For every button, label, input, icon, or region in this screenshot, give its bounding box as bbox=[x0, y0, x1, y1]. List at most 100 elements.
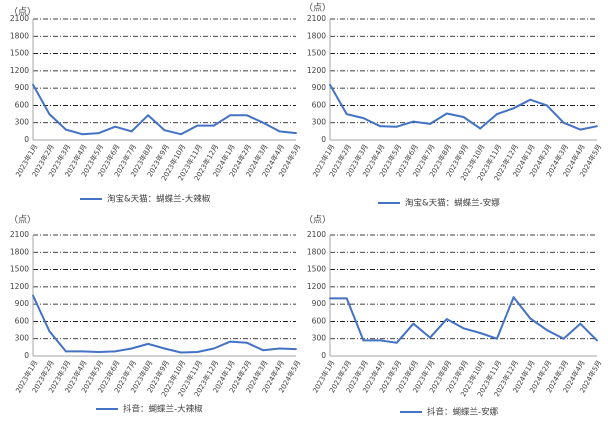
data-point bbox=[529, 317, 532, 320]
data-point bbox=[278, 347, 281, 350]
y-tick-label: 0 bbox=[24, 351, 29, 360]
data-point bbox=[445, 112, 448, 115]
y-tick-label: 900 bbox=[15, 83, 30, 92]
y-tick-label: 1200 bbox=[10, 282, 29, 291]
data-point bbox=[48, 113, 51, 115]
data-point bbox=[130, 130, 133, 133]
data-point bbox=[529, 98, 532, 101]
data-point bbox=[596, 125, 598, 128]
data-point bbox=[445, 318, 448, 321]
data-point bbox=[114, 125, 117, 128]
chart-panel-2: （点）030060090012001500180021002023年1月2023… bbox=[304, 3, 603, 209]
data-point bbox=[345, 297, 348, 300]
data-point bbox=[278, 130, 281, 133]
data-point bbox=[562, 337, 565, 340]
data-point bbox=[412, 322, 415, 325]
data-point bbox=[147, 343, 149, 345]
y-tick-label: 1800 bbox=[10, 247, 29, 256]
data-point bbox=[329, 83, 331, 86]
data-point bbox=[212, 124, 215, 127]
data-point bbox=[479, 332, 482, 334]
chart-panel-4: （点）030060090012001500180021002023年1月2023… bbox=[304, 215, 603, 418]
y-tick-label: 600 bbox=[15, 316, 30, 325]
data-point bbox=[579, 128, 582, 131]
y-tick-label: 2100 bbox=[10, 14, 29, 23]
data-point bbox=[229, 340, 232, 343]
data-point bbox=[495, 113, 498, 115]
y-tick-label: 300 bbox=[15, 118, 30, 127]
data-point bbox=[462, 327, 465, 330]
data-point bbox=[114, 350, 117, 353]
data-point bbox=[579, 322, 582, 325]
data-point bbox=[329, 297, 331, 300]
data-point bbox=[147, 114, 149, 117]
y-tick-label: 2100 bbox=[10, 230, 29, 239]
data-point bbox=[48, 330, 51, 333]
data-point bbox=[180, 351, 182, 354]
y-tick-label: 1500 bbox=[10, 49, 29, 58]
data-point bbox=[245, 341, 248, 344]
y-tick-label: 300 bbox=[312, 118, 327, 127]
data-point bbox=[395, 125, 398, 128]
data-point bbox=[362, 339, 365, 342]
data-point bbox=[97, 351, 100, 353]
data-point bbox=[429, 336, 432, 339]
y-tick-label: 0 bbox=[24, 135, 29, 144]
y-tick-label: 1500 bbox=[307, 49, 326, 58]
unit-label: （点） bbox=[9, 7, 36, 18]
data-point bbox=[64, 128, 67, 131]
y-tick-label: 900 bbox=[312, 299, 327, 308]
data-point bbox=[395, 341, 398, 344]
data-point bbox=[81, 350, 84, 353]
data-point bbox=[546, 329, 548, 331]
data-point bbox=[130, 347, 133, 350]
y-tick-label: 600 bbox=[312, 316, 327, 325]
data-point bbox=[512, 296, 515, 299]
series-line bbox=[32, 84, 297, 136]
y-tick-label: 300 bbox=[15, 334, 30, 343]
data-point bbox=[412, 120, 415, 123]
y-tick-label: 1200 bbox=[307, 282, 326, 291]
y-tick-label: 600 bbox=[15, 100, 30, 109]
unit-label: （点） bbox=[9, 215, 36, 226]
y-tick-label: 2100 bbox=[307, 14, 326, 23]
y-tick-label: 900 bbox=[312, 83, 327, 92]
y-tick-label: 600 bbox=[312, 100, 327, 109]
data-point bbox=[596, 339, 598, 342]
data-point bbox=[295, 132, 297, 134]
y-tick-label: 0 bbox=[321, 351, 326, 360]
data-point bbox=[345, 113, 348, 115]
y-tick-label: 1200 bbox=[10, 66, 29, 75]
data-point bbox=[479, 127, 482, 130]
data-point bbox=[379, 339, 381, 342]
data-point bbox=[196, 124, 199, 127]
legend-label: 抖音：蝴蝶兰-大辣椒 bbox=[123, 404, 203, 415]
data-point bbox=[196, 351, 199, 353]
chart-panel-3: （点）030060090012001500180021002023年1月2023… bbox=[9, 215, 302, 415]
y-tick-label: 1500 bbox=[10, 265, 29, 274]
y-tick-label: 300 bbox=[312, 334, 327, 343]
y-tick-label: 1800 bbox=[307, 31, 326, 40]
data-point bbox=[163, 347, 166, 350]
data-point bbox=[32, 83, 34, 86]
data-point bbox=[562, 121, 565, 124]
data-point bbox=[262, 121, 265, 124]
y-tick-label: 2100 bbox=[307, 230, 326, 239]
unit-label: （点） bbox=[304, 215, 331, 226]
data-point bbox=[429, 122, 432, 125]
y-tick-label: 1200 bbox=[307, 66, 326, 75]
chart-panel-1: （点）030060090012001500180021002023年1月2023… bbox=[9, 7, 302, 205]
data-point bbox=[64, 350, 67, 353]
data-point bbox=[362, 117, 365, 120]
unit-label: （点） bbox=[304, 3, 331, 14]
y-tick-label: 1500 bbox=[307, 265, 326, 274]
y-tick-label: 1800 bbox=[307, 247, 326, 256]
data-point bbox=[97, 132, 100, 134]
data-point bbox=[245, 114, 248, 117]
data-point bbox=[32, 294, 34, 297]
y-tick-label: 0 bbox=[321, 135, 326, 144]
data-point bbox=[512, 107, 515, 110]
data-point bbox=[81, 133, 84, 136]
legend-label: 淘宝&天猫：蝴蝶兰-大辣椒 bbox=[107, 194, 211, 205]
